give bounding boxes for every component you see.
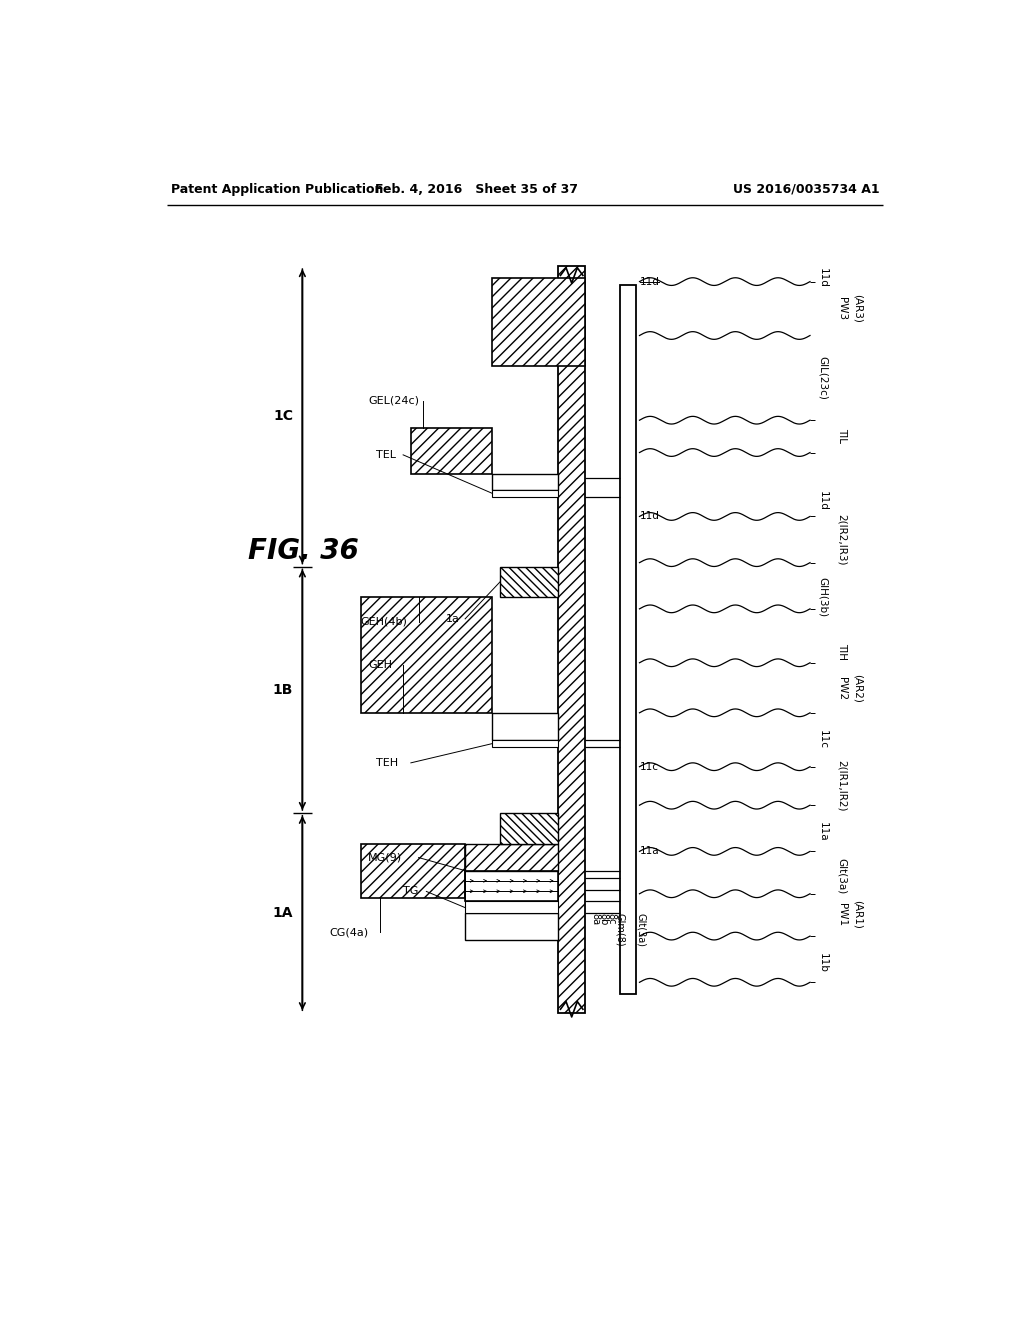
- Text: 11c: 11c: [640, 762, 658, 772]
- Bar: [360, 843, 465, 898]
- Text: (AR1): (AR1): [853, 900, 862, 929]
- Text: Feb. 4, 2016   Sheet 35 of 37: Feb. 4, 2016 Sheet 35 of 37: [375, 182, 579, 195]
- Text: 11d: 11d: [640, 511, 659, 521]
- Bar: [411, 428, 493, 474]
- Text: PW3: PW3: [838, 297, 847, 321]
- Text: 11d: 11d: [818, 491, 827, 511]
- Bar: [493, 490, 558, 498]
- Bar: [500, 566, 558, 598]
- Text: CG(4a): CG(4a): [330, 927, 369, 937]
- Bar: [465, 891, 558, 902]
- Text: GEH(4b): GEH(4b): [360, 616, 408, 627]
- Bar: [465, 913, 558, 940]
- Text: GIm(8): GIm(8): [614, 913, 625, 946]
- Text: 8c: 8c: [606, 913, 616, 924]
- Text: GEH: GEH: [369, 660, 392, 671]
- Text: Patent Application Publication: Patent Application Publication: [171, 182, 383, 195]
- Text: 11a: 11a: [640, 846, 659, 857]
- Bar: [465, 871, 558, 880]
- Bar: [465, 902, 558, 913]
- Text: GIt(3a): GIt(3a): [838, 858, 847, 894]
- Text: 2(IR2,IR3): 2(IR2,IR3): [838, 513, 847, 565]
- Text: 11a: 11a: [818, 822, 827, 842]
- Text: 11d: 11d: [640, 277, 659, 286]
- Text: TEL: TEL: [376, 450, 396, 459]
- Text: GEL(24c): GEL(24c): [369, 396, 419, 407]
- Text: 11c: 11c: [818, 730, 827, 750]
- Text: 1a: 1a: [445, 614, 460, 624]
- Text: GIL(23c): GIL(23c): [818, 356, 827, 400]
- Bar: [465, 880, 558, 891]
- Text: (AR2): (AR2): [853, 673, 862, 702]
- Text: 1B: 1B: [272, 682, 293, 697]
- Text: GIH(3b): GIH(3b): [818, 577, 827, 618]
- Bar: [621, 285, 636, 994]
- Text: 11b: 11b: [818, 953, 827, 973]
- Bar: [500, 813, 558, 843]
- Bar: [493, 474, 558, 490]
- Bar: [493, 277, 586, 367]
- Text: 2(IR1,IR2): 2(IR1,IR2): [838, 760, 847, 812]
- Text: MG(9): MG(9): [369, 853, 402, 862]
- Text: 1A: 1A: [272, 906, 293, 920]
- Text: 8a: 8a: [591, 913, 601, 925]
- Text: PW2: PW2: [838, 677, 847, 700]
- Bar: [558, 267, 586, 1014]
- Text: US 2016/0035734 A1: US 2016/0035734 A1: [733, 182, 880, 195]
- Bar: [493, 739, 558, 747]
- Text: 1C: 1C: [273, 409, 293, 424]
- Text: 8b: 8b: [598, 913, 608, 925]
- Text: GIt(3a): GIt(3a): [636, 913, 645, 946]
- Bar: [465, 843, 558, 871]
- Text: TIL: TIL: [838, 428, 847, 444]
- Bar: [465, 871, 558, 902]
- Text: FIG. 36: FIG. 36: [248, 537, 358, 565]
- Bar: [493, 713, 558, 739]
- Text: TEH: TEH: [376, 758, 398, 768]
- Text: TG: TG: [403, 887, 419, 896]
- Text: (AR3): (AR3): [853, 294, 862, 323]
- Bar: [360, 598, 493, 713]
- Text: 11d: 11d: [818, 268, 827, 288]
- Text: PW1: PW1: [838, 903, 847, 927]
- Text: TIH: TIH: [838, 643, 847, 660]
